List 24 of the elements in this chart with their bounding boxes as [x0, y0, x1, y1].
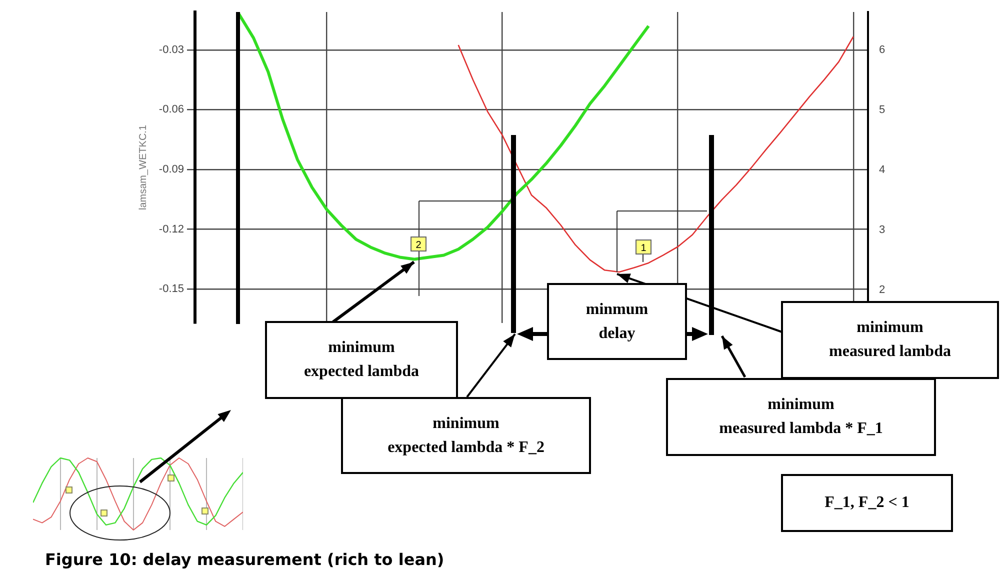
callout-box: F_1, F_2 < 1: [781, 474, 953, 532]
callout-box: minimum measured lambda * F_1: [666, 378, 936, 456]
annotation: 1: [640, 243, 647, 254]
y2-tick-label: 4: [879, 164, 886, 176]
y2-tick-label: 5: [879, 104, 886, 116]
annotation: 2: [416, 240, 422, 251]
numbered-flag: 1: [616, 210, 708, 272]
callout-box: minimum measured lambda: [781, 301, 999, 379]
callout-box: minimum expected lambda * F_2: [341, 397, 591, 474]
y-tick-label: -0.12: [158, 223, 184, 236]
y2-tick-label: 2: [879, 284, 886, 296]
y-tick-label: -0.15: [158, 283, 184, 296]
caption: Figure 10: delay measurement (rich to lean): [45, 550, 444, 569]
callout-box: minmum delay: [547, 283, 687, 360]
y-axis-title: lamsam_WETKC.1: [138, 124, 149, 210]
y-tick-label: -0.09: [158, 164, 184, 176]
y2-tick-label: 6: [879, 44, 886, 56]
y-tick-label: -0.03: [158, 44, 184, 56]
numbered-flag: 2: [410, 200, 514, 296]
y-tick-label: -0.06: [158, 104, 184, 116]
callout-box: minimum expected lambda: [265, 321, 458, 399]
annotation: minimum measured lambda: [829, 318, 951, 362]
y2-tick-label: 3: [879, 224, 886, 236]
annotation: minmum delay: [586, 300, 648, 344]
